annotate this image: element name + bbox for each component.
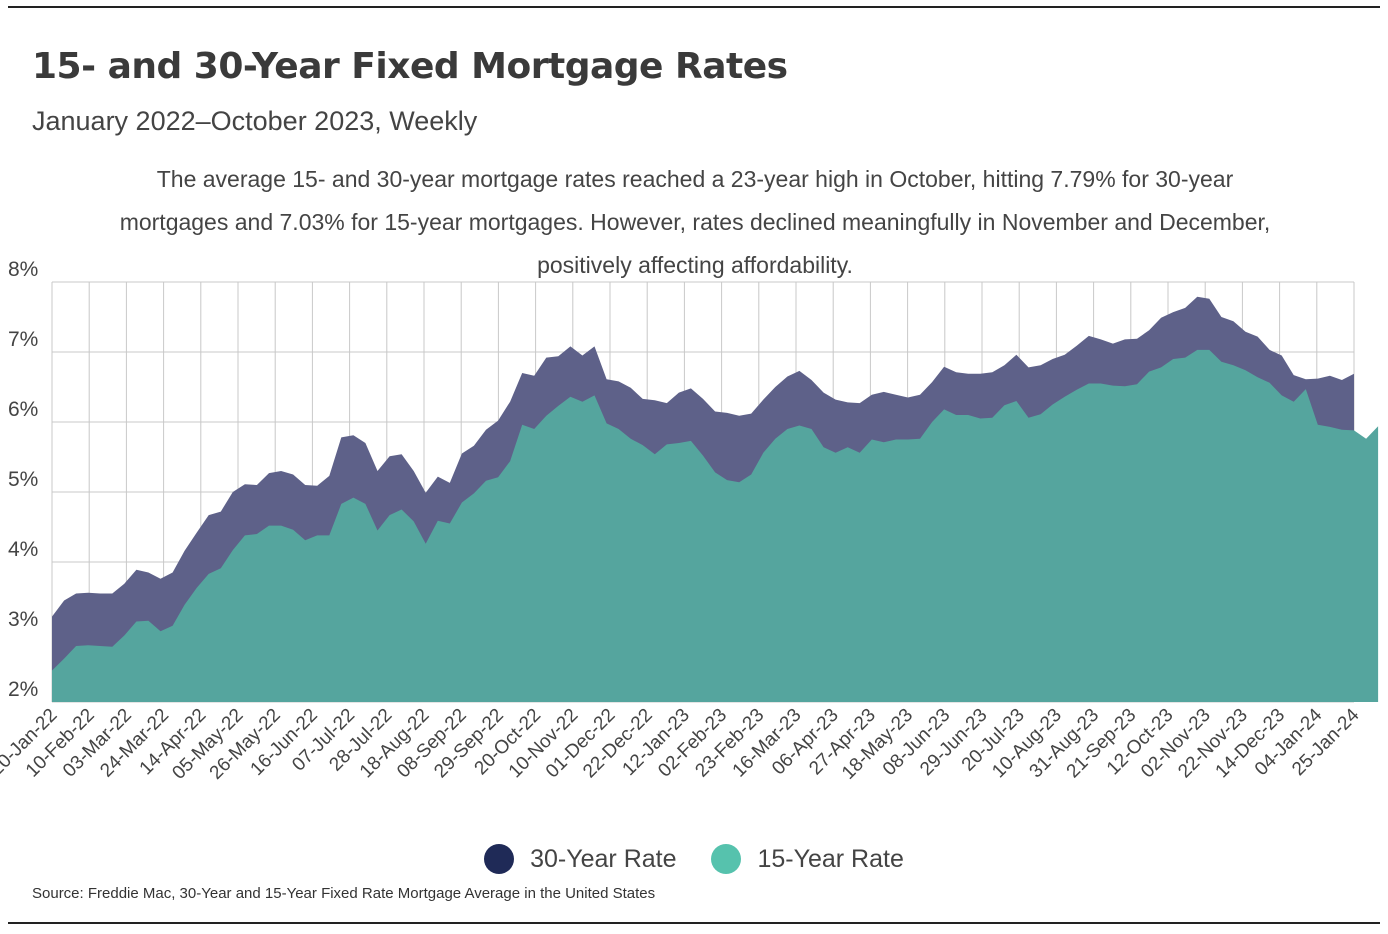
chart-annotation: The average 15- and 30-year mortgage rat… — [119, 166, 1271, 278]
area-15-year-rate — [52, 349, 1379, 702]
bottom-rule — [8, 922, 1380, 924]
y-tick-label: 6% — [8, 398, 38, 421]
chart-title: 15- and 30-Year Fixed Mortgage Rates — [32, 46, 788, 87]
y-tick-label: 4% — [8, 538, 38, 561]
legend-label-30-year: 30-Year Rate — [530, 844, 677, 873]
legend-item-30-year: 30-Year Rate — [484, 844, 677, 874]
legend-swatch-15-year — [711, 844, 742, 874]
y-tick-label: 2% — [8, 678, 38, 701]
legend-swatch-30-year — [484, 844, 515, 874]
legend: 30-Year Rate 15-Year Rate — [0, 844, 1388, 881]
y-tick-label: 8% — [8, 258, 38, 281]
y-tick-label: 7% — [8, 328, 38, 351]
y-tick-label: 3% — [8, 608, 38, 631]
y-tick-label: 5% — [8, 468, 38, 491]
chart-subtitle: January 2022–October 2023, Weekly — [32, 106, 478, 136]
legend-label-15-year: 15-Year Rate — [757, 844, 904, 873]
legend-item-15-year: 15-Year Rate — [711, 844, 904, 874]
source-note: Source: Freddie Mac, 30-Year and 15-Year… — [32, 885, 656, 902]
top-rule — [8, 6, 1380, 8]
